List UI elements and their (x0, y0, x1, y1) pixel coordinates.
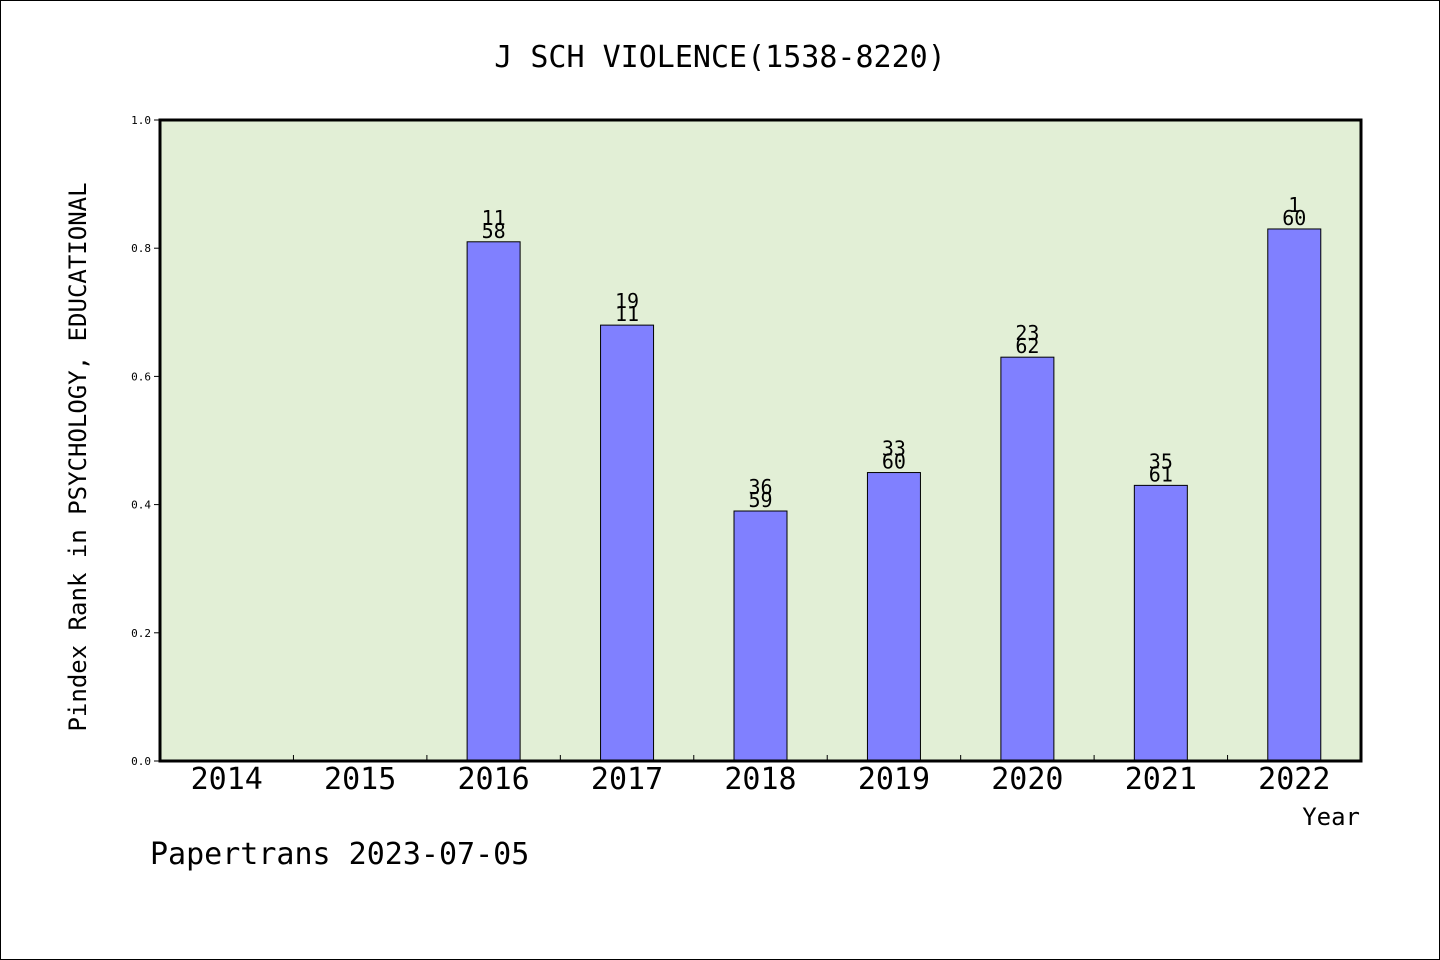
x-tick-label: 2014 (191, 762, 263, 797)
y-tick-label: 1.0 (131, 114, 151, 127)
y-ticks-group: 0.0 0.2 0.4 0.6 0.8 1.0 (131, 114, 160, 768)
bar (866, 472, 921, 762)
y-tick-label: 0.8 (131, 242, 151, 255)
x-tick-label: 2017 (591, 762, 663, 797)
bar-total-label: 11 (615, 302, 639, 326)
x-tick-label: 2019 (858, 762, 930, 797)
x-tick-label: 2016 (457, 762, 529, 797)
plot-border (158, 118, 1363, 763)
y-axis-label: Pindex Rank in PSYCHOLOGY, EDUCATIONAL (64, 182, 92, 731)
bar-rank-label: 33 (882, 437, 906, 461)
bar (1000, 356, 1055, 762)
y-tick-label: 0.2 (131, 627, 151, 640)
x-tick-label: 2018 (724, 762, 796, 797)
bar-rank-label: 11 (482, 206, 506, 230)
y-tick-label: 0.0 (131, 755, 151, 768)
x-tick-label: 2022 (1258, 762, 1330, 797)
y-tick-label: 0.6 (131, 370, 151, 383)
x-ticks-group: 2014 2015 2016 2017 2018 2019 2020 2021 2022 (191, 755, 1330, 797)
bar (1267, 228, 1322, 762)
bar (466, 241, 521, 762)
bar (1133, 484, 1188, 762)
bar-rank-label: 23 (1015, 321, 1039, 345)
bar-total-label: 60 (1282, 206, 1306, 230)
bar (600, 324, 655, 762)
x-tick-label: 2020 (991, 762, 1063, 797)
bar-total-label: 59 (748, 488, 772, 512)
bar-total-label: 62 (1015, 334, 1039, 358)
bar-total-label: 61 (1149, 462, 1173, 486)
bar-total-label: 58 (482, 219, 506, 243)
x-tick-label: 2021 (1125, 762, 1197, 797)
x-tick-label: 2015 (324, 762, 396, 797)
bar-rank-label: 36 (748, 475, 772, 499)
bar-rank-label: 19 (615, 289, 639, 313)
bar-rank-label: 1 (1288, 193, 1300, 217)
bar-rank-label: 35 (1149, 449, 1173, 473)
bar (733, 510, 788, 762)
chart-title: J SCH VIOLENCE(1538-8220) (494, 40, 946, 75)
y-tick-label: 0.4 (131, 499, 151, 512)
x-axis-label: Year (1302, 803, 1360, 831)
bar-total-label: 60 (882, 450, 906, 474)
footer-credit: Papertrans 2023-07-05 (150, 837, 529, 872)
